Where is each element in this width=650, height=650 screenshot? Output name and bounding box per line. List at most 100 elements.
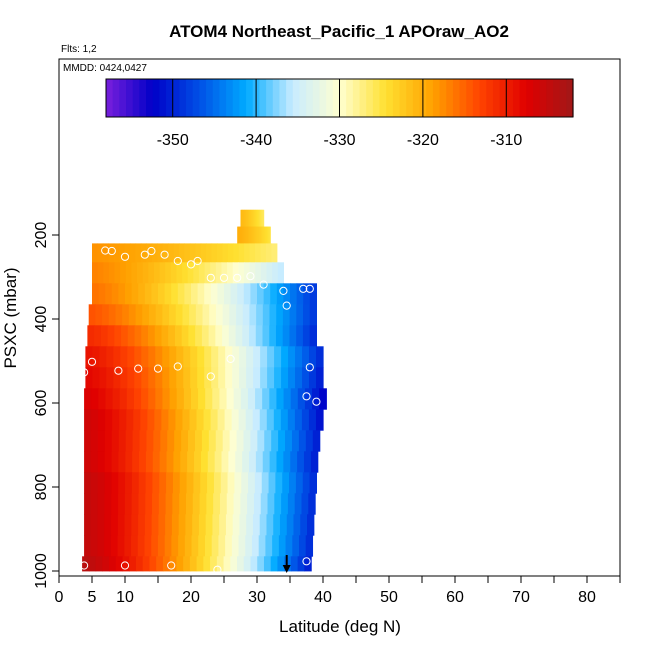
heatmap-cell bbox=[131, 535, 139, 557]
colorbar-segment bbox=[452, 79, 461, 117]
heatmap-cell bbox=[235, 325, 243, 347]
heatmap-cell bbox=[203, 556, 211, 572]
heatmap-cell bbox=[315, 409, 324, 431]
heatmap-cell bbox=[308, 409, 317, 431]
heatmap-cell bbox=[215, 325, 223, 347]
sample-point bbox=[173, 256, 182, 266]
heatmap-cell bbox=[205, 514, 214, 536]
heatmap-cell bbox=[190, 388, 199, 410]
heatmap-cell bbox=[239, 367, 247, 389]
heatmap-cell bbox=[203, 409, 212, 431]
heatmap-cell bbox=[230, 556, 238, 572]
heatmap-cell bbox=[232, 262, 239, 284]
heatmap-cell bbox=[242, 209, 244, 227]
heatmap-cell bbox=[305, 535, 314, 557]
heatmap-cell bbox=[260, 209, 263, 227]
heatmap-cell bbox=[189, 409, 198, 431]
heatmap-cell bbox=[144, 283, 152, 305]
heatmap-cell bbox=[247, 209, 249, 227]
heatmap-cell bbox=[240, 209, 242, 227]
heatmap-cell bbox=[254, 472, 263, 494]
heatmap-cell bbox=[254, 209, 257, 227]
heatmap-cell bbox=[274, 346, 282, 368]
heatmap-cell bbox=[158, 283, 166, 305]
heatmap-cell bbox=[191, 283, 199, 305]
heatmap-cell bbox=[120, 262, 127, 284]
sample-point bbox=[80, 561, 89, 570]
colorbar-segment bbox=[206, 79, 214, 117]
heatmap-cell bbox=[148, 304, 157, 326]
heatmap-cell bbox=[109, 556, 117, 572]
heatmap-cell bbox=[90, 493, 99, 515]
heatmap-cell bbox=[269, 304, 277, 326]
heatmap-cell bbox=[197, 367, 205, 389]
heatmap-cell bbox=[197, 283, 205, 305]
x-tick-label: 5 bbox=[88, 589, 97, 606]
heatmap-cell bbox=[316, 346, 324, 368]
sample-point bbox=[305, 363, 314, 372]
heatmap-cell bbox=[148, 388, 156, 410]
colorbar-segment bbox=[306, 79, 314, 117]
heatmap-cell bbox=[153, 262, 161, 284]
heatmap-cell bbox=[117, 514, 126, 536]
heatmap-cell bbox=[241, 209, 244, 227]
heatmap-cell bbox=[198, 535, 206, 557]
heatmap-cell bbox=[151, 514, 159, 536]
heatmap-cell bbox=[252, 514, 261, 536]
heatmap-cell bbox=[84, 430, 92, 452]
heatmap-cell bbox=[239, 346, 247, 368]
heatmap-cell bbox=[104, 472, 113, 494]
heatmap-cell bbox=[201, 430, 210, 452]
heatmap-cell bbox=[164, 535, 172, 557]
heatmap-cell bbox=[104, 430, 113, 452]
heatmap-cell bbox=[92, 346, 100, 368]
heatmap-cell bbox=[131, 472, 140, 494]
heatmap-cell bbox=[122, 304, 130, 326]
heatmap-cell bbox=[208, 325, 216, 347]
heatmap-cell bbox=[294, 493, 303, 515]
heatmap-cell bbox=[204, 367, 212, 389]
heatmap-cell bbox=[221, 262, 228, 284]
heatmap-cell bbox=[266, 514, 274, 536]
heatmap-cell bbox=[279, 514, 288, 536]
heatmap-cell bbox=[104, 535, 112, 557]
heatmap-cell bbox=[312, 388, 320, 410]
heatmap-cell bbox=[162, 243, 169, 263]
sample-point bbox=[302, 392, 311, 401]
heatmap-cell bbox=[193, 262, 200, 284]
heatmap-cell bbox=[285, 430, 293, 452]
heatmap-cell bbox=[250, 430, 258, 452]
heatmap-cell bbox=[249, 226, 252, 244]
heatmap-cell bbox=[190, 346, 198, 368]
heatmap-cell bbox=[115, 556, 124, 572]
heatmap-cell bbox=[243, 430, 251, 452]
heatmap-cell bbox=[186, 472, 194, 494]
heatmap-cell bbox=[98, 283, 106, 305]
colorbar-segment bbox=[259, 79, 267, 117]
heatmap-cell bbox=[258, 226, 261, 244]
heatmap-cell bbox=[190, 367, 198, 389]
heatmap-cell bbox=[105, 283, 113, 305]
heatmap-cell bbox=[162, 346, 170, 368]
heatmap-cell bbox=[262, 451, 271, 473]
heatmap-cell bbox=[131, 262, 138, 284]
heatmap-cell bbox=[131, 493, 140, 515]
heatmap-cell bbox=[215, 430, 224, 452]
heatmap-cell bbox=[97, 451, 106, 473]
heatmap-cell bbox=[267, 493, 275, 515]
heatmap-cell bbox=[289, 325, 297, 347]
colorbar: -350 -340 -330 -320 -310 bbox=[105, 78, 574, 149]
marker-arrowhead bbox=[282, 565, 291, 573]
heatmap-cell bbox=[257, 283, 265, 305]
heatmap-cell bbox=[158, 493, 167, 515]
heatmap-cell bbox=[118, 472, 126, 494]
heatmap-cell bbox=[174, 430, 182, 452]
heatmap-cell bbox=[184, 535, 193, 557]
heatmap-cell bbox=[148, 262, 155, 284]
heatmap-cell bbox=[312, 430, 321, 452]
heatmap-cell bbox=[118, 451, 126, 473]
heatmap-cell bbox=[202, 304, 210, 326]
heatmap-cell bbox=[298, 430, 307, 452]
heatmap-cell bbox=[245, 209, 248, 227]
heatmap-cell bbox=[178, 243, 185, 263]
